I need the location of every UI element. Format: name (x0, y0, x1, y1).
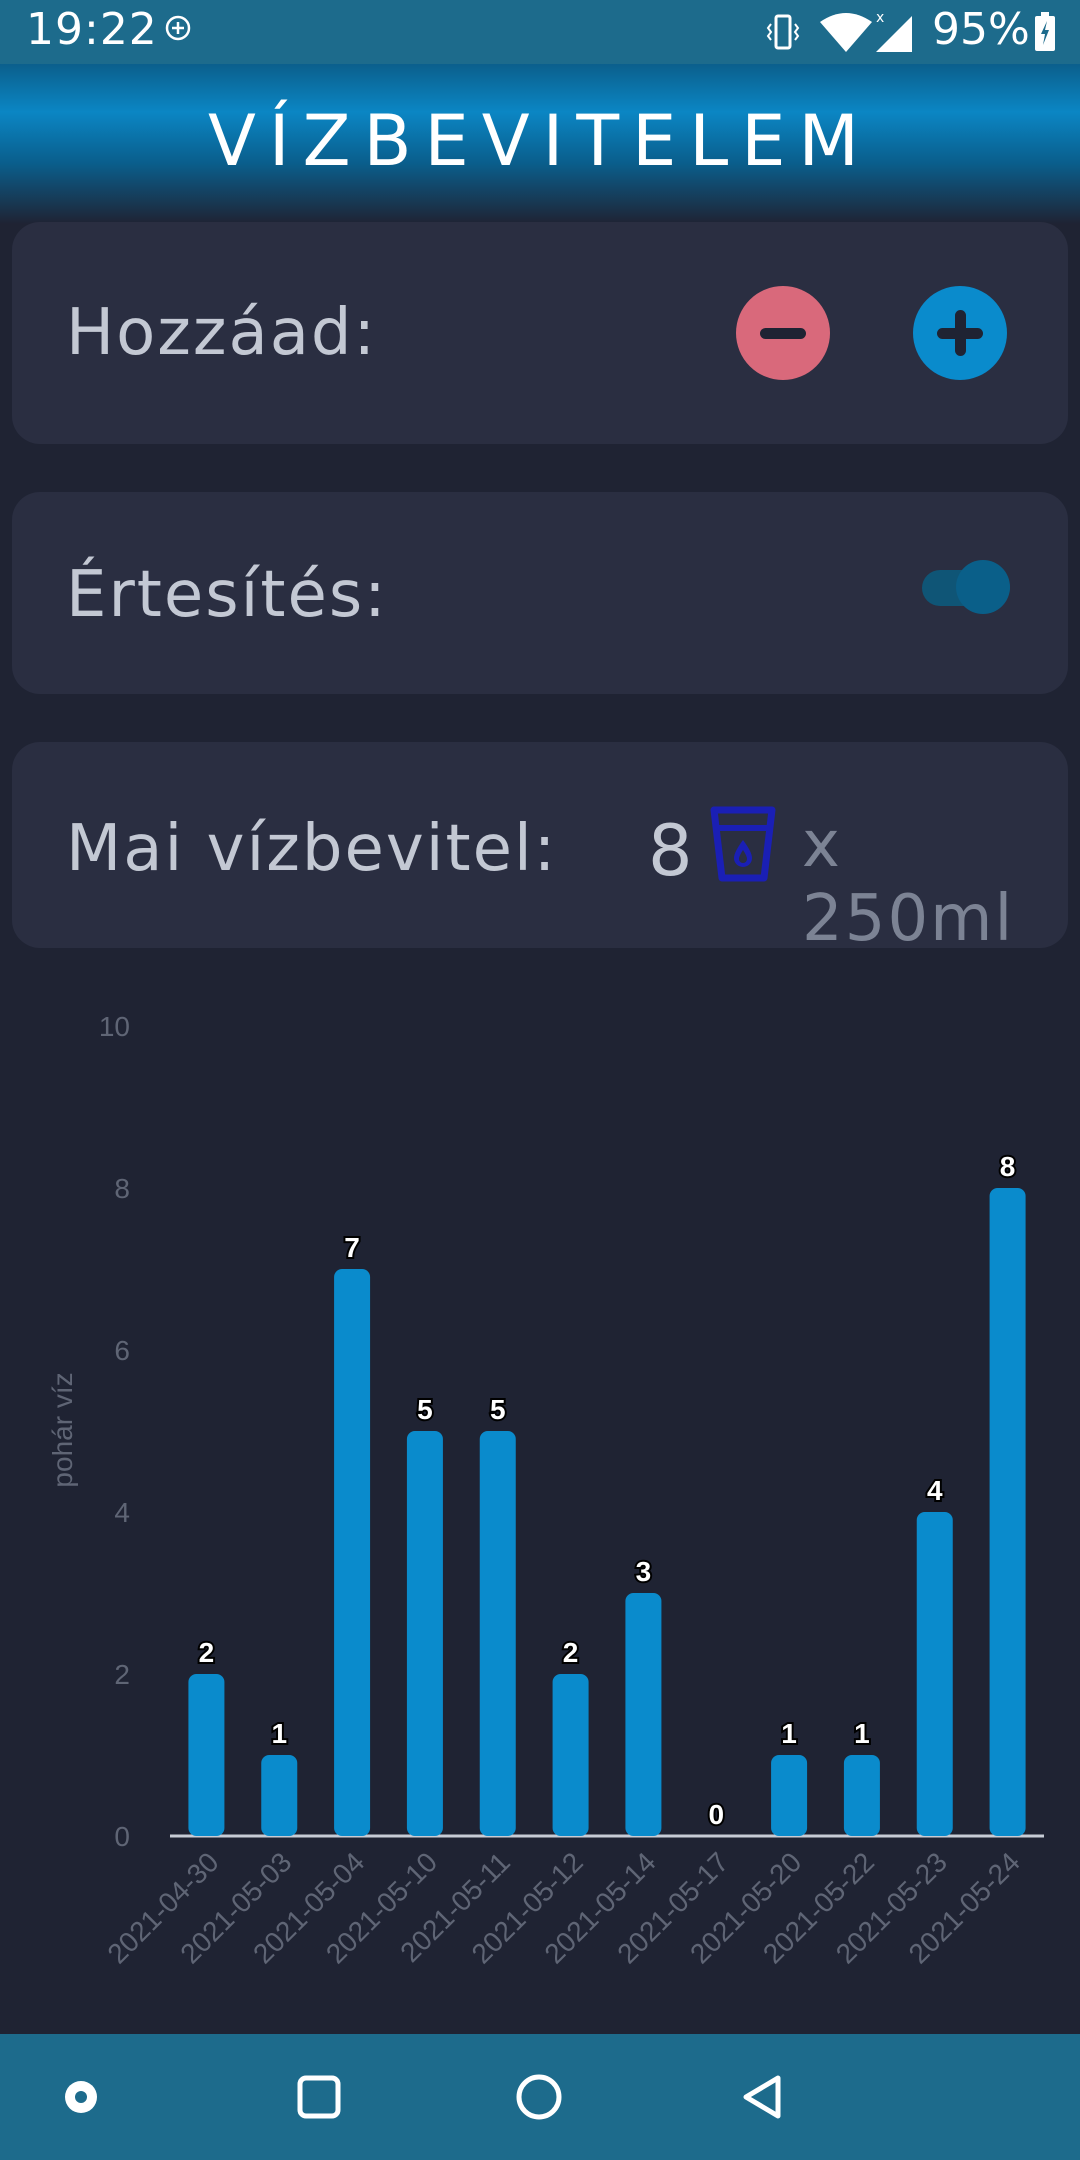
bar-2021-05-12 (552, 1674, 589, 1836)
daily-intake-count: 8 (648, 810, 693, 892)
daily-intake-card: Mai vízbevitel: 8 x 250ml (12, 742, 1068, 956)
bar-value-label: 2 (563, 1637, 579, 1668)
home-circle-icon[interactable] (506, 2064, 572, 2130)
y-tick-label: 2 (114, 1659, 130, 1690)
add-label: Hozzáad: (66, 296, 378, 370)
y-tick-label: 6 (114, 1335, 130, 1366)
y-axis-label: pohár víz (47, 1372, 78, 1487)
y-tick-label: 4 (114, 1497, 130, 1528)
svg-text:x: x (876, 10, 884, 26)
y-tick-label: 10 (99, 1011, 130, 1042)
page-title: VÍZBEVITELEM (208, 100, 872, 182)
bar-value-label: 1 (854, 1718, 870, 1749)
y-tick-label: 0 (114, 1821, 130, 1852)
bar-value-label: 4 (927, 1475, 943, 1506)
status-bar: 19:22 x 95% (0, 0, 1080, 64)
bar-value-label: 5 (490, 1394, 506, 1425)
daily-intake-unit: x 250ml (802, 808, 1015, 956)
daily-intake-label: Mai vízbevitel: (66, 812, 558, 886)
bar-2021-05-22 (843, 1755, 880, 1836)
minus-icon (760, 328, 806, 339)
battery-percent: 95% (932, 4, 1030, 55)
bar-2021-05-10 (406, 1431, 443, 1836)
y-tick-label: 8 (114, 1173, 130, 1204)
remove-glass-button[interactable] (736, 286, 830, 380)
bar-2021-05-11 (479, 1431, 516, 1836)
recents-square-icon[interactable] (286, 2064, 352, 2130)
notification-label: Értesítés: (66, 558, 388, 632)
bar-2021-05-24 (989, 1188, 1026, 1836)
water-intake-bar-chart: pohár víz 024681022021-04-3012021-05-037… (47, 1011, 1044, 1970)
bar-2021-05-03 (261, 1755, 298, 1836)
bar-value-label: 2 (199, 1637, 215, 1668)
bar-2021-05-20 (771, 1755, 808, 1836)
bar-value-label: 8 (1000, 1151, 1016, 1182)
bar-2021-05-23 (916, 1512, 953, 1836)
bar-value-label: 7 (344, 1232, 360, 1263)
add-circle-icon (165, 15, 191, 41)
cellular-signal-icon: x (876, 10, 912, 52)
bar-value-label: 0 (708, 1799, 724, 1830)
bar-2021-05-14 (625, 1593, 662, 1836)
toggle-knob[interactable] (956, 560, 1010, 614)
assistant-dot-icon[interactable] (48, 2064, 114, 2130)
status-time: 19:22 (26, 4, 158, 55)
notification-card: Értesítés: (12, 492, 1068, 694)
add-water-card: Hozzáad: (12, 222, 1068, 444)
app-header: VÍZBEVITELEM (0, 64, 1080, 224)
wifi-icon (820, 13, 872, 52)
bar-value-label: 1 (271, 1718, 287, 1749)
system-nav-bar (0, 2034, 1080, 2160)
battery-icon (1035, 12, 1055, 51)
add-glass-button[interactable] (913, 286, 1007, 380)
bar-value-label: 1 (781, 1718, 797, 1749)
bar-2021-04-30 (188, 1674, 225, 1836)
back-triangle-icon[interactable] (730, 2064, 796, 2130)
vibrate-icon (766, 14, 800, 50)
water-glass-icon (710, 806, 776, 882)
bar-value-label: 3 (636, 1556, 652, 1587)
bar-value-label: 5 (417, 1394, 433, 1425)
bar-2021-05-04 (334, 1269, 371, 1836)
